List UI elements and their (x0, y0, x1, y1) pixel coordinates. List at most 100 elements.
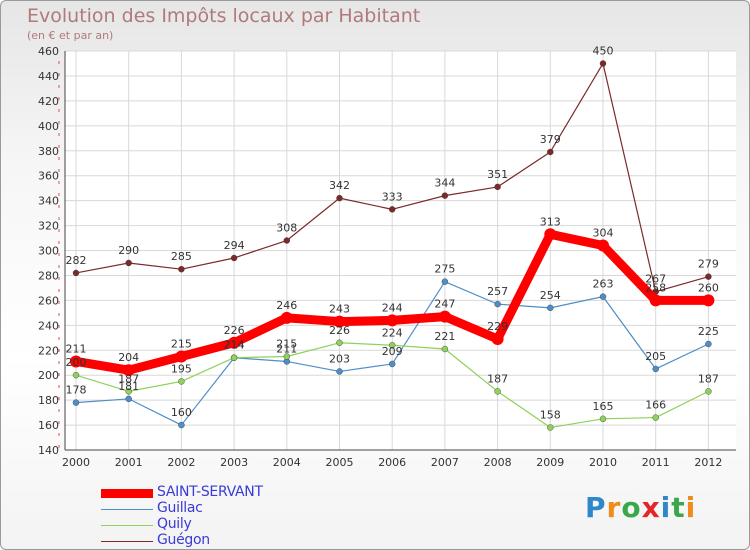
x-tick-label: 2005 (326, 456, 354, 469)
data-label: 178 (66, 384, 87, 397)
data-label: 225 (698, 325, 719, 338)
y-tick-label: 460 (38, 45, 59, 58)
data-label: 379 (540, 133, 561, 146)
data-point (705, 273, 712, 280)
data-point (72, 269, 80, 277)
y-tick-label: 380 (38, 145, 59, 158)
data-label: 246 (276, 299, 297, 312)
data-label: 342 (329, 179, 350, 192)
y-tick-label: 160 (38, 419, 59, 432)
data-label: 344 (434, 177, 455, 190)
data-point (122, 364, 135, 377)
data-label: 294 (224, 239, 245, 252)
data-point (438, 310, 451, 323)
data-point (705, 340, 712, 348)
legend-label: Guillac (157, 500, 203, 516)
legend-swatch (101, 509, 153, 510)
data-point (547, 424, 554, 431)
data-label: 313 (540, 215, 561, 228)
data-point (389, 342, 396, 349)
data-label: 450 (593, 44, 614, 57)
data-point (441, 192, 449, 199)
data-point (547, 304, 554, 312)
data-label: 304 (593, 227, 614, 240)
y-tick-label: 340 (38, 195, 59, 208)
data-point (389, 360, 396, 368)
data-point (230, 254, 238, 262)
data-label: 226 (329, 324, 350, 337)
data-point (599, 415, 607, 423)
data-point (441, 345, 449, 353)
data-point (599, 293, 607, 300)
data-point (125, 395, 132, 403)
y-tick-label: 220 (38, 344, 59, 357)
x-tick-label: 2008 (484, 456, 512, 469)
data-label: 209 (382, 345, 403, 358)
data-point (125, 388, 132, 395)
data-label: 247 (434, 298, 455, 311)
data-label: 224 (382, 326, 403, 339)
chart-title: Evolution des Impôts locaux par Habitant (27, 5, 421, 27)
data-label: 200 (66, 356, 87, 369)
x-tick-label: 2006 (378, 456, 406, 469)
data-label: 165 (593, 400, 614, 413)
data-label: 351 (487, 168, 508, 181)
data-label: 215 (171, 337, 192, 350)
data-point (178, 378, 185, 385)
data-point (178, 421, 185, 429)
data-point (494, 300, 501, 308)
data-point (228, 336, 241, 349)
x-tick-label: 2003 (220, 456, 248, 469)
data-label: 166 (645, 399, 666, 412)
data-label: 257 (487, 285, 508, 298)
data-label: 187 (487, 372, 508, 385)
data-label: 214 (224, 339, 245, 352)
y-tick-label: 140 (38, 444, 59, 457)
y-tick-label: 180 (38, 394, 59, 407)
legend-swatch (101, 525, 153, 526)
data-label: 267 (645, 273, 666, 286)
y-tick-label: 320 (38, 220, 59, 233)
legend-swatch (101, 489, 153, 498)
data-point (652, 365, 659, 373)
x-tick-label: 2011 (642, 456, 670, 469)
data-label: 229 (487, 320, 508, 333)
data-point (389, 206, 396, 213)
data-label: 211 (66, 342, 87, 355)
data-point (336, 194, 343, 202)
data-label: 204 (118, 351, 139, 364)
x-tick-label: 2010 (589, 456, 617, 469)
data-point (178, 266, 185, 273)
y-tick-label: 280 (38, 269, 59, 282)
legend-swatch (101, 541, 153, 542)
chart-subtitle: (en € et par an) (27, 29, 114, 42)
x-tick-label: 2004 (273, 456, 301, 469)
data-label: 275 (434, 263, 455, 276)
data-label: 333 (382, 190, 403, 203)
y-tick-label: 240 (38, 319, 59, 332)
data-point (125, 259, 132, 267)
data-label: 285 (171, 250, 192, 263)
data-point (283, 353, 290, 360)
y-tick-label: 260 (38, 294, 59, 307)
x-tick-label: 2001 (115, 456, 143, 469)
data-label: 211 (276, 342, 297, 355)
x-tick-label: 2007 (431, 456, 459, 469)
data-label: 214 (224, 339, 245, 352)
y-tick-label: 360 (38, 170, 59, 183)
data-label: 244 (382, 301, 403, 314)
data-label: 279 (698, 258, 719, 271)
data-label: 263 (593, 278, 614, 291)
x-tick-label: 2002 (167, 456, 195, 469)
data-label: 160 (171, 406, 192, 419)
data-point (547, 148, 554, 156)
y-tick-label: 300 (38, 245, 59, 258)
data-label: 243 (329, 303, 350, 316)
data-label: 282 (66, 254, 87, 267)
data-point (544, 228, 557, 241)
data-point (283, 237, 290, 244)
data-label: 158 (540, 409, 561, 422)
data-point (597, 239, 609, 252)
